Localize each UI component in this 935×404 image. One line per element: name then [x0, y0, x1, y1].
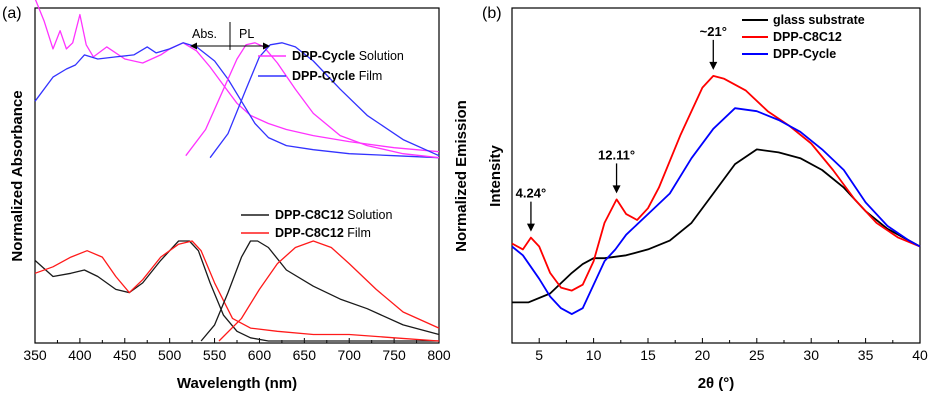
panel-b-legend: glass substrate DPP-C8C12 DPP-Cycle: [742, 13, 865, 61]
a-series-dpp-c8c12-film: [34, 240, 440, 342]
a-series-dpp-cycle-solution-pl: [185, 42, 440, 159]
b-series-dpp-c8c12: [511, 75, 921, 292]
b-series-glass-substrate: [512, 148, 921, 304]
b-xtick-label: 10: [586, 347, 602, 363]
a-xtick-label: 600: [248, 347, 272, 363]
b-xtick-label: 30: [803, 347, 819, 363]
a-xtick-label: 450: [113, 347, 137, 363]
a-xtick-label: 350: [23, 347, 47, 363]
panel-b-annotations: 4.24° 12.11° ~21°: [516, 24, 727, 232]
a-xtick-label: 750: [382, 347, 406, 363]
a-series-dpp-c8c12-solution-pl: [200, 240, 440, 342]
a-legend-label-rest: Solution: [355, 49, 404, 63]
b-xtick-label: 5: [535, 347, 543, 363]
a-legend-label: DPP-C8C12 Film: [275, 226, 371, 240]
b-annotation-arrowhead: [612, 185, 621, 194]
b-legend-label: DPP-Cycle: [773, 47, 836, 61]
panel-a-label: (a): [2, 5, 22, 22]
b-annotation-label: 12.11°: [598, 147, 635, 162]
a-xtick-label: 550: [203, 347, 227, 363]
panel-a-ylabel-right: Normalized Emission: [453, 100, 470, 252]
a-legend-label-bold: DPP-C8C12: [275, 226, 344, 240]
panel-b: (b) Intensity 2θ (°) 5 10 15 20 25 30 35 40 4.2…: [482, 5, 928, 392]
a-series-dpp-cycle-solution: [34, 0, 440, 153]
a-legend-label-bold: DPP-Cycle: [292, 69, 355, 83]
a-legend-label-rest: Film: [344, 226, 371, 240]
panel-b-label: (b): [482, 5, 502, 22]
b-annotation-label: ~21°: [700, 24, 727, 39]
panel-b-ylabel: Intensity: [487, 145, 504, 207]
b-xtick-label: 40: [912, 347, 928, 363]
abs-pl-marker: Abs. PL: [190, 22, 270, 50]
a-xtick-label: 800: [427, 347, 451, 363]
panel-a-curves: [34, 0, 440, 342]
a-legend-label-rest: Film: [355, 69, 382, 83]
pl-label: PL: [239, 27, 254, 41]
b-series-dpp-cycle: [511, 107, 921, 316]
a-legend-label-bold: DPP-C8C12: [275, 208, 344, 222]
a-legend-label: DPP-Cycle Film: [292, 69, 382, 83]
a-series-dpp-cycle-film: [34, 42, 440, 159]
panel-b-curves: [511, 75, 921, 316]
panel-b-frame: [511, 7, 921, 344]
b-xtick-label: 35: [858, 347, 874, 363]
panel-b-ticks: 5 10 15 20 25 30 35 40: [535, 338, 928, 363]
a-xtick-label: 400: [68, 347, 92, 363]
a-series-dpp-cycle-film-pl: [209, 42, 440, 159]
b-legend-label: DPP-C8C12: [773, 30, 842, 44]
a-legend-label-rest: Solution: [344, 208, 393, 222]
panel-a-xlabel: Wavelength (nm): [177, 375, 297, 392]
a-legend-label: DPP-Cycle Solution: [292, 49, 404, 63]
a-legend-label: DPP-C8C12 Solution: [275, 208, 392, 222]
a-xtick-label: 650: [293, 347, 317, 363]
panel-b-xlabel: 2θ (°): [698, 375, 735, 392]
a-xtick-label: 500: [158, 347, 182, 363]
b-annotation-arrowhead: [709, 61, 718, 70]
panel-a-ylabel-left: Normalized Absorbance: [9, 90, 26, 261]
pl-arrowhead: [263, 42, 270, 50]
a-legend-label-bold: DPP-Cycle: [292, 49, 355, 63]
b-annotation-arrowhead: [526, 223, 535, 232]
a-series-dpp-c8c12-film-pl: [218, 240, 440, 342]
b-xtick-label: 20: [695, 347, 711, 363]
b-xtick-label: 15: [640, 347, 656, 363]
a-xtick-label: 700: [338, 347, 362, 363]
b-xtick-label: 25: [749, 347, 765, 363]
panel-a-ticks: 350 400 450 500 550 600 650 700 750 800: [23, 338, 451, 363]
panel-a: (a) Normalized Absorbance Normalized Emi…: [2, 0, 470, 392]
b-annotation-label: 4.24°: [516, 186, 547, 201]
b-legend-label: glass substrate: [773, 13, 865, 27]
abs-label: Abs.: [192, 27, 217, 41]
abs-arrowhead: [190, 42, 197, 50]
